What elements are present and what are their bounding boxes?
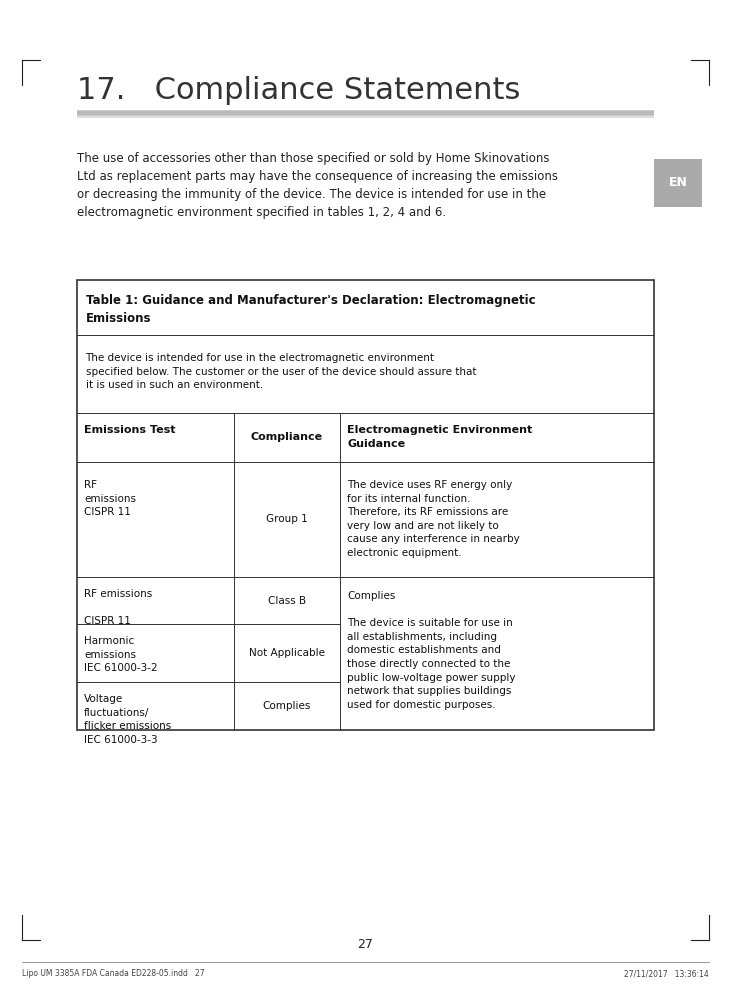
Text: EN: EN	[669, 176, 687, 189]
Text: 17.   Compliance Statements: 17. Compliance Statements	[77, 76, 520, 105]
Text: Electromagnetic Environment
Guidance: Electromagnetic Environment Guidance	[347, 425, 532, 449]
Text: Voltage
fluctuations/
flicker emissions
IEC 61000-3-3: Voltage fluctuations/ flicker emissions …	[84, 694, 171, 745]
Text: RF
emissions
CISPR 11: RF emissions CISPR 11	[84, 480, 136, 517]
Text: Not Applicable: Not Applicable	[249, 648, 325, 658]
Text: Complies

The device is suitable for use in
all establishments, including
domest: Complies The device is suitable for use …	[347, 591, 516, 710]
Text: Table 1: Guidance and Manufacturer's Declaration: Electromagnetic
Emissions: Table 1: Guidance and Manufacturer's Dec…	[86, 294, 535, 324]
Text: Lipo UM 3385A FDA Canada ED228-05.indd   27: Lipo UM 3385A FDA Canada ED228-05.indd 2…	[22, 970, 205, 978]
Text: Complies: Complies	[262, 701, 311, 711]
Text: 27: 27	[357, 938, 374, 952]
Text: Group 1: Group 1	[266, 514, 308, 524]
Text: Harmonic
emissions
IEC 61000-3-2: Harmonic emissions IEC 61000-3-2	[84, 636, 158, 673]
FancyBboxPatch shape	[654, 159, 702, 207]
Text: Compliance: Compliance	[251, 432, 323, 442]
Text: Emissions Test: Emissions Test	[84, 425, 175, 435]
Text: The use of accessories other than those specified or sold by Home Skinovations
L: The use of accessories other than those …	[77, 152, 558, 219]
Text: 27/11/2017   13:36:14: 27/11/2017 13:36:14	[624, 970, 709, 978]
Text: Class B: Class B	[268, 596, 306, 606]
Text: The device uses RF energy only
for its internal function.
Therefore, its RF emis: The device uses RF energy only for its i…	[347, 480, 520, 558]
Text: The device is intended for use in the electromagnetic environment
specified belo: The device is intended for use in the el…	[86, 353, 476, 390]
Text: RF emissions

CISPR 11: RF emissions CISPR 11	[84, 589, 152, 626]
